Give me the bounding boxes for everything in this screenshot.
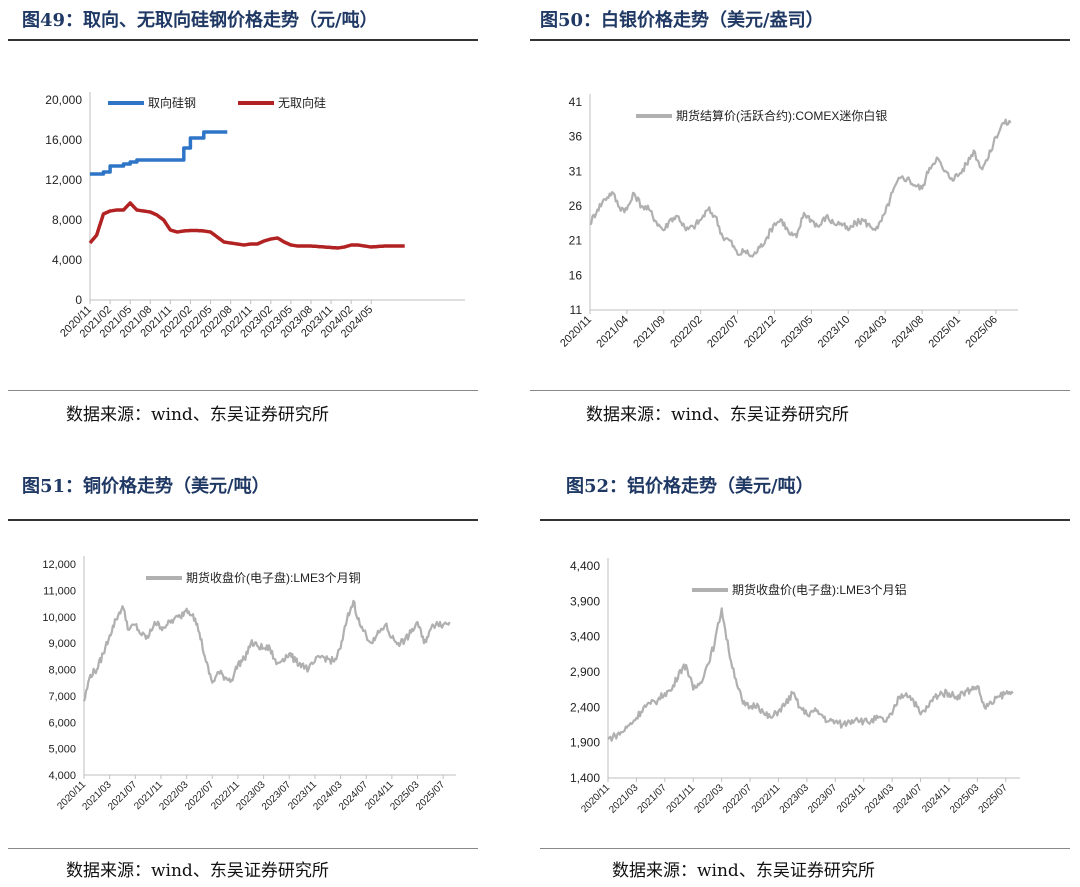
legend-label: 期货收盘价(电子盘):LME3个月铜	[186, 570, 361, 585]
y-tick-label: 1,400	[570, 771, 600, 785]
source-note: 数据来源：wind、东吴证券研究所	[586, 405, 849, 425]
y-tick-label: 3,900	[570, 594, 600, 608]
y-tick-label: 8,000	[52, 213, 82, 227]
y-tick-label: 10,000	[42, 612, 76, 624]
y-tick-label: 26	[569, 199, 583, 213]
x-tick-label: 2024/03	[863, 782, 897, 816]
x-tick-label: 2024/11	[920, 782, 953, 815]
x-tick-label: 2025/01	[926, 314, 963, 351]
x-tick-label: 2025/03	[948, 782, 982, 816]
source-note: 数据来源：wind、东吴证券研究所	[66, 405, 329, 425]
y-tick-label: 16,000	[45, 133, 82, 147]
y-tick-label: 41	[569, 95, 583, 109]
x-tick-label: 2022/07	[705, 314, 742, 351]
x-tick-label: 2021/11	[665, 782, 698, 815]
x-tick-label: 2020/11	[579, 782, 612, 815]
y-tick-label: 36	[569, 130, 583, 144]
legend-label: 无取向硅	[278, 95, 326, 110]
chart-bottom-rule	[530, 390, 1070, 391]
panel-title-50: 图50：白银价格走势（美元/盎司）	[540, 10, 824, 31]
title-rule	[540, 519, 1070, 521]
y-tick-label: 2,900	[570, 665, 600, 679]
x-tick-label: 2022/11	[750, 782, 783, 815]
series-line	[90, 130, 228, 176]
chart-bottom-rule	[8, 390, 478, 391]
x-tick-label: 2020/11	[558, 314, 594, 350]
y-tick-label: 12,000	[45, 173, 82, 187]
series-line	[607, 607, 1014, 742]
legend-label: 取向硅钢	[148, 95, 196, 110]
series-line	[82, 599, 451, 702]
x-tick-label: 2022/02	[668, 314, 705, 351]
x-tick-label: 2024/03	[853, 314, 890, 351]
source-note: 数据来源：wind、东吴证券研究所	[66, 861, 329, 881]
y-tick-label: 6,000	[48, 717, 76, 729]
series-line	[589, 118, 1012, 258]
y-tick-label: 1,900	[570, 736, 600, 750]
x-tick-label: 2021/07	[636, 782, 670, 816]
x-tick-label: 2022/12	[742, 314, 779, 351]
source-note: 数据来源：wind、东吴证券研究所	[612, 861, 875, 881]
y-tick-label: 3,400	[570, 630, 600, 644]
x-tick-label: 2023/10	[816, 314, 853, 351]
title-rule	[8, 519, 478, 521]
y-tick-label: 8,000	[48, 665, 76, 677]
x-tick-label: 2025/06	[963, 314, 1000, 351]
x-tick-label: 2025/07	[977, 782, 1011, 816]
y-tick-label: 31	[569, 164, 583, 178]
legend-label: 期货收盘价(电子盘):LME3个月铝	[732, 582, 907, 597]
legend-label: 期货结算价(活跃合约):COMEX迷你白银	[676, 108, 887, 123]
chart-bottom-rule	[8, 848, 478, 849]
y-tick-label: 4,000	[48, 770, 76, 782]
x-tick-label: 2021/04	[594, 314, 631, 351]
x-tick-label: 2024/08	[890, 314, 927, 351]
x-tick-label: 2023/03	[778, 782, 812, 816]
y-tick-label: 0	[75, 293, 82, 307]
x-tick-label: 2022/07	[721, 782, 755, 816]
y-tick-label: 4,400	[570, 559, 600, 573]
y-tick-label: 7,000	[48, 691, 76, 703]
x-tick-label: 2023/11	[835, 782, 868, 815]
chart-bottom-rule	[540, 848, 1070, 849]
y-tick-label: 12,000	[42, 559, 76, 571]
chart-copper: 4,000 5,000 6,000 7,000 8,000 9,000 10,000 11,0…	[42, 556, 456, 813]
y-tick-label: 5,000	[48, 744, 76, 756]
x-tick-label: 2023/05	[779, 314, 816, 351]
chart-aluminum: 1,400 1,900 2,400 2,900 3,400 3,900 4,400 2020/…	[570, 558, 1020, 816]
y-tick-label: 9,000	[48, 638, 76, 650]
y-tick-label: 11,000	[43, 585, 76, 597]
x-tick-label: 2024/07	[891, 782, 925, 816]
y-tick-label: 20,000	[45, 93, 82, 107]
y-tick-label: 2,400	[570, 700, 600, 714]
series-line	[88, 201, 405, 250]
x-tick-label: 2025/07	[414, 779, 448, 813]
panel-title-52: 图52：铝价格走势（美元/吨）	[566, 476, 814, 497]
x-tick-label: 2023/07	[806, 782, 840, 816]
y-tick-label: 11	[570, 303, 583, 317]
panel-title-49: 图49：取向、无取向硅钢价格走势（元/吨）	[22, 10, 378, 31]
x-tick-label: 2021/03	[607, 782, 641, 816]
panel-title-51: 图51：铜价格走势（美元/吨）	[22, 476, 270, 497]
x-tick-label: 2022/03	[692, 782, 726, 816]
title-rule	[530, 39, 1070, 41]
chart-grain-oriented-silicon-steel: 04,0008,00012,00016,00020,0002020/112021…	[45, 92, 465, 340]
x-tick-label: 2021/09	[631, 314, 668, 351]
y-tick-label: 21	[569, 234, 583, 248]
y-tick-label: 4,000	[52, 253, 82, 267]
y-tick-label: 16	[569, 268, 583, 282]
title-rule	[8, 39, 478, 41]
